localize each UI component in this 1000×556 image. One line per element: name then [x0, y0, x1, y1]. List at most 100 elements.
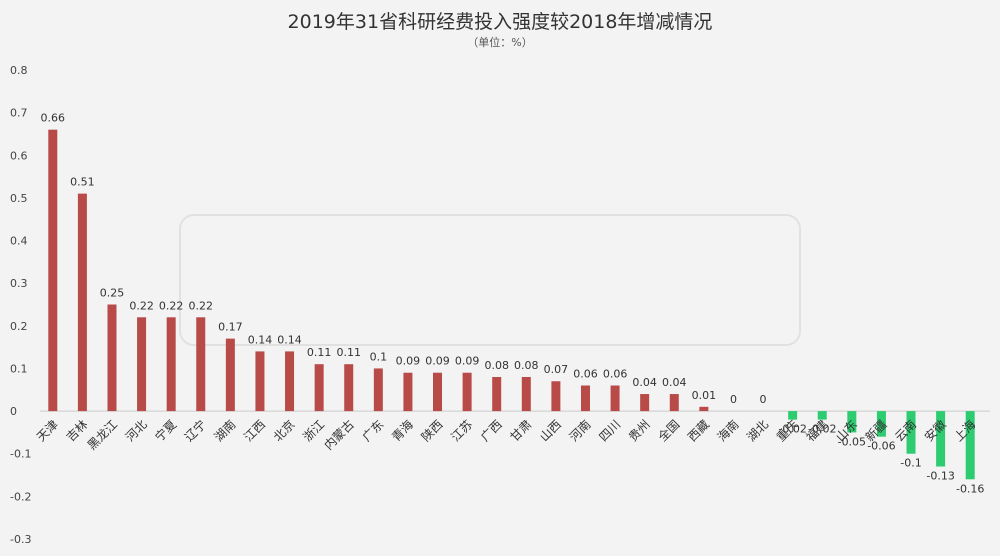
y-tick-label: 0.6	[10, 149, 28, 162]
y-tick-label: -0.2	[10, 490, 31, 503]
bar	[492, 376, 502, 412]
x-tick-label: 贵州	[626, 417, 653, 444]
x-tick-label: 广西	[478, 417, 505, 444]
data-label: 0.09	[425, 355, 450, 368]
y-tick-label: 0.5	[10, 192, 28, 205]
y-tick-label: 0.1	[10, 362, 28, 375]
y-tick-label: 0.2	[10, 320, 28, 333]
bar	[373, 368, 383, 412]
data-label: 0.09	[455, 355, 480, 368]
data-label: 0.06	[603, 368, 628, 381]
data-label: 0.07	[544, 363, 569, 376]
bar	[462, 372, 472, 412]
data-label: 0	[730, 393, 737, 406]
data-label: 0.22	[159, 299, 184, 312]
bar	[48, 129, 58, 412]
bars	[48, 129, 975, 480]
data-label: -0.13	[926, 470, 954, 483]
bar	[788, 411, 798, 420]
bar	[77, 193, 87, 412]
x-tick-label: 辽宁	[181, 417, 209, 445]
data-label: 0.08	[514, 359, 539, 372]
y-tick-label: 0	[10, 405, 17, 418]
data-label: 0	[760, 393, 767, 406]
bar	[699, 406, 709, 412]
x-tick-label: 全国	[655, 417, 683, 445]
bar	[551, 381, 561, 412]
data-label: 0.08	[484, 359, 509, 372]
x-tick-label: 宁夏	[152, 417, 180, 445]
bar	[847, 411, 857, 433]
bar	[640, 394, 650, 412]
x-tick-label: 青海	[388, 417, 416, 445]
data-label: 0.66	[41, 112, 66, 125]
x-tick-label: 河北	[123, 417, 150, 444]
x-tick-label: 广东	[360, 417, 387, 444]
x-tick-label: 陕西	[418, 417, 446, 445]
bar	[433, 372, 443, 412]
bar	[669, 394, 679, 412]
y-tick-label: 0.8	[10, 64, 28, 77]
bar	[137, 317, 147, 412]
x-tick-label: 江苏	[448, 417, 475, 444]
data-label: 0.11	[307, 346, 332, 359]
x-tick-label: 福建	[803, 417, 831, 445]
bar	[285, 351, 295, 412]
y-axis-ticks: 0.8 0.7 0.6 0.5 0.4 0.3 0.2 0.1 0 -0.1 -0.2 -0.3	[10, 64, 31, 546]
bar	[314, 364, 324, 412]
bar	[580, 385, 590, 412]
bar	[965, 411, 975, 480]
chart-subtitle: （单位：%）	[467, 35, 532, 49]
bar	[876, 411, 886, 437]
data-label: 0.14	[248, 333, 273, 346]
chart-title: 2019年31省科研经费投入强度较2018年增减情况	[288, 11, 713, 33]
data-label: 0.09	[396, 355, 421, 368]
x-tick-label: 天津	[34, 417, 61, 444]
x-tick-label: 江西	[241, 417, 268, 444]
data-label: 0.25	[100, 287, 125, 300]
y-tick-label: -0.1	[10, 448, 31, 461]
x-tick-label: 河南	[566, 417, 594, 445]
data-label: 0.1	[370, 350, 388, 363]
x-tick-label: 湖南	[211, 417, 239, 445]
data-label: 0.11	[336, 346, 361, 359]
bar	[817, 411, 827, 420]
y-tick-label: 0.3	[10, 277, 28, 290]
data-label: 0.17	[218, 321, 243, 334]
data-label: -0.16	[956, 482, 984, 495]
x-tick-label: 黑龙江	[85, 417, 120, 452]
x-tick-label: 重庆	[774, 417, 801, 444]
data-label: 0.01	[692, 389, 717, 402]
data-label: -0.05	[838, 435, 866, 448]
data-label: -0.06	[867, 440, 895, 453]
x-tick-label: 四川	[596, 417, 623, 444]
data-label: 0.51	[70, 176, 95, 189]
data-label: -0.02	[778, 423, 806, 436]
y-tick-label: 0.4	[10, 235, 28, 248]
data-label: 0.22	[189, 299, 214, 312]
x-tick-label: 内蒙古	[321, 417, 357, 453]
x-tick-label: 海南	[714, 417, 742, 445]
data-label: 0.14	[277, 333, 302, 346]
bar	[521, 376, 531, 412]
x-tick-label: 北京	[271, 417, 298, 444]
data-labels: 0.66 0.51 0.25 0.22 0.22 0.22 0.17 0.14 0.14 0.11…	[41, 112, 985, 496]
data-label: 0.04	[632, 376, 657, 389]
bar	[610, 385, 620, 412]
data-label: -0.02	[808, 423, 836, 436]
bar	[225, 338, 235, 412]
data-label: 0.06	[573, 368, 598, 381]
x-tick-label: 湖北	[744, 417, 772, 445]
bar	[107, 304, 117, 412]
bar	[403, 372, 413, 412]
bar	[344, 364, 354, 412]
data-label: -0.1	[900, 457, 921, 470]
y-tick-label: -0.3	[10, 533, 31, 546]
watermark	[179, 214, 801, 346]
data-label: 0.04	[662, 376, 687, 389]
data-label: 0.22	[129, 299, 154, 312]
y-tick-label: 0.7	[10, 107, 28, 120]
bar	[936, 411, 946, 467]
